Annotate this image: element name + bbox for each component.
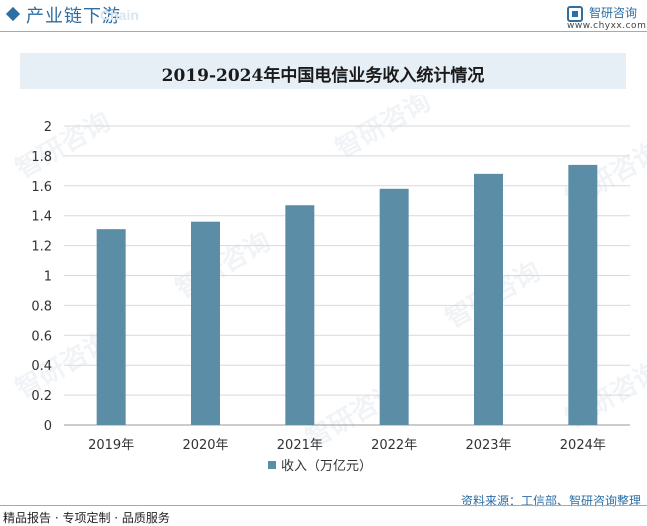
bar: [568, 164, 598, 425]
bar: [96, 229, 126, 425]
bar: [379, 188, 409, 425]
logo-icon: [567, 6, 583, 22]
x-tick-label: 2023年: [465, 438, 511, 453]
footer-slogan: 精品报告 · 专项定制 · 品质服务: [3, 511, 170, 525]
chart-title: 2019-2024年中国电信业务收入统计情况: [161, 66, 485, 86]
y-tick-label: 0.2: [31, 389, 52, 404]
section-title: 产业链下游: [26, 6, 121, 27]
y-axis-ticks: 0 0.2 0.4 0.6 0.8 1 1.2 1.4 1.6 1.8 2: [31, 120, 52, 434]
bar: [285, 205, 315, 425]
bar: [191, 221, 220, 425]
y-tick-label: 1.8: [31, 150, 52, 165]
legend-swatch: [268, 461, 276, 469]
brand-logo: 智研咨询 www.chyxx.com: [567, 4, 646, 32]
header-divider: [0, 31, 647, 32]
y-tick-label: 2: [44, 120, 52, 135]
legend-label: 收入（万亿元）: [281, 459, 372, 474]
header: 产业链下游 Chain 智研咨询 www.chyxx.com: [0, 0, 647, 32]
y-tick-label: 1: [44, 270, 52, 285]
x-tick-label: 2019年: [88, 438, 134, 453]
footer-divider: [0, 505, 647, 506]
chart-title-band: 2019-2024年中国电信业务收入统计情况: [20, 53, 626, 89]
bars: [96, 164, 598, 425]
x-axis-ticks: 2019年 2020年 2021年 2022年 2023年 2024年: [88, 438, 606, 453]
x-tick-label: 2021年: [277, 438, 323, 453]
source-note: 资料来源：工信部、智研咨询整理: [460, 494, 641, 508]
gridlines: [64, 125, 630, 426]
y-tick-label: 1.4: [31, 210, 52, 225]
y-tick-label: 0: [44, 419, 52, 434]
y-tick-label: 0.6: [31, 329, 52, 344]
y-tick-label: 0.4: [31, 359, 52, 374]
x-tick-label: 2022年: [371, 438, 417, 453]
logo-url: www.chyxx.com: [567, 21, 647, 31]
legend: 收入（万亿元）: [268, 459, 372, 474]
y-tick-label: 1.6: [31, 180, 52, 195]
bar-chart: 00.20.40.60.811.21.41.61.82 2019年 2020年 20…: [31, 120, 630, 474]
x-tick-label: 2020年: [182, 438, 228, 453]
bar: [474, 173, 503, 425]
logo-name: 智研咨询: [589, 6, 638, 20]
x-tick-label: 2024年: [560, 438, 606, 453]
y-tick-label: 0.8: [31, 299, 52, 314]
y-tick-label: 1.2: [31, 240, 52, 255]
header-watermark: Chain: [100, 7, 139, 23]
